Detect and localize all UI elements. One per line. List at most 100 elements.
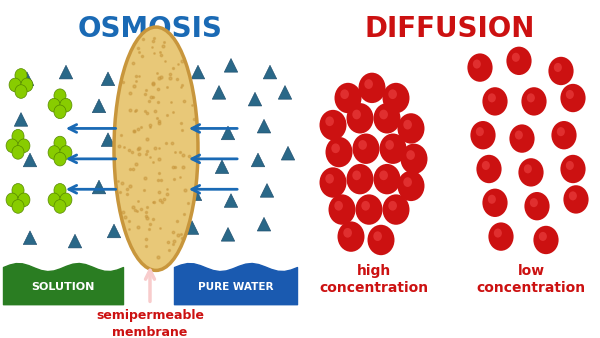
Circle shape bbox=[54, 136, 66, 150]
Circle shape bbox=[524, 164, 532, 173]
Circle shape bbox=[403, 120, 412, 129]
Text: DIFFUSION: DIFFUSION bbox=[365, 15, 535, 43]
Polygon shape bbox=[182, 153, 196, 167]
Circle shape bbox=[533, 226, 559, 254]
Circle shape bbox=[524, 192, 550, 220]
Polygon shape bbox=[101, 133, 115, 147]
Polygon shape bbox=[188, 187, 202, 201]
Polygon shape bbox=[92, 99, 106, 113]
Circle shape bbox=[335, 83, 361, 113]
Circle shape bbox=[352, 110, 361, 119]
Circle shape bbox=[476, 155, 502, 183]
Polygon shape bbox=[23, 231, 37, 245]
Circle shape bbox=[320, 110, 347, 140]
Polygon shape bbox=[263, 65, 277, 79]
Circle shape bbox=[470, 121, 496, 149]
Text: semipermeable
membrane: semipermeable membrane bbox=[96, 309, 204, 338]
Circle shape bbox=[557, 127, 565, 136]
Circle shape bbox=[467, 53, 493, 82]
Circle shape bbox=[401, 144, 427, 174]
Polygon shape bbox=[215, 160, 229, 174]
Polygon shape bbox=[185, 221, 199, 235]
Circle shape bbox=[482, 87, 508, 116]
Circle shape bbox=[566, 90, 574, 99]
Text: PURE WATER: PURE WATER bbox=[198, 282, 273, 292]
Circle shape bbox=[359, 73, 386, 103]
Circle shape bbox=[12, 184, 24, 197]
Circle shape bbox=[343, 228, 352, 238]
Circle shape bbox=[388, 89, 397, 99]
Polygon shape bbox=[20, 72, 34, 86]
Circle shape bbox=[373, 164, 401, 194]
Circle shape bbox=[12, 129, 24, 143]
Circle shape bbox=[373, 231, 382, 241]
Circle shape bbox=[518, 158, 544, 187]
Circle shape bbox=[60, 98, 72, 112]
Ellipse shape bbox=[114, 27, 198, 270]
Polygon shape bbox=[101, 72, 115, 86]
Circle shape bbox=[398, 171, 425, 201]
Circle shape bbox=[551, 121, 577, 149]
Circle shape bbox=[347, 164, 373, 194]
Circle shape bbox=[325, 174, 334, 184]
Circle shape bbox=[347, 103, 373, 134]
Polygon shape bbox=[179, 92, 193, 106]
Polygon shape bbox=[59, 65, 73, 79]
Polygon shape bbox=[107, 224, 121, 238]
Polygon shape bbox=[23, 153, 37, 167]
Polygon shape bbox=[14, 113, 28, 126]
Polygon shape bbox=[281, 146, 295, 160]
Polygon shape bbox=[257, 119, 271, 133]
Circle shape bbox=[355, 194, 383, 225]
Polygon shape bbox=[224, 194, 238, 207]
Circle shape bbox=[554, 63, 562, 72]
Polygon shape bbox=[221, 227, 235, 241]
Polygon shape bbox=[257, 217, 271, 231]
Circle shape bbox=[403, 177, 412, 187]
Circle shape bbox=[54, 184, 66, 197]
Circle shape bbox=[488, 93, 496, 102]
Circle shape bbox=[388, 201, 397, 211]
Circle shape bbox=[48, 98, 60, 112]
Circle shape bbox=[560, 155, 586, 183]
Text: SOLUTION: SOLUTION bbox=[31, 282, 95, 292]
Polygon shape bbox=[224, 58, 238, 72]
Circle shape bbox=[9, 78, 21, 92]
Circle shape bbox=[379, 170, 388, 180]
Circle shape bbox=[380, 134, 407, 164]
Circle shape bbox=[325, 137, 353, 167]
Circle shape bbox=[383, 194, 409, 225]
Circle shape bbox=[337, 221, 365, 252]
Circle shape bbox=[361, 201, 370, 211]
Circle shape bbox=[48, 193, 60, 207]
Polygon shape bbox=[68, 234, 82, 248]
Circle shape bbox=[54, 89, 66, 102]
Polygon shape bbox=[92, 180, 106, 194]
Text: low
concentration: low concentration bbox=[476, 264, 586, 295]
Polygon shape bbox=[212, 86, 226, 99]
Circle shape bbox=[48, 146, 60, 159]
Circle shape bbox=[398, 113, 425, 144]
Circle shape bbox=[494, 228, 502, 238]
Circle shape bbox=[6, 193, 18, 207]
Circle shape bbox=[15, 85, 27, 98]
Circle shape bbox=[488, 195, 496, 204]
Circle shape bbox=[373, 103, 401, 134]
Circle shape bbox=[325, 116, 334, 126]
Circle shape bbox=[60, 193, 72, 207]
Circle shape bbox=[12, 146, 24, 159]
Circle shape bbox=[379, 110, 388, 119]
Circle shape bbox=[563, 185, 589, 214]
Circle shape bbox=[320, 167, 347, 198]
Circle shape bbox=[353, 134, 380, 164]
Circle shape bbox=[488, 222, 514, 251]
Circle shape bbox=[509, 124, 535, 153]
Polygon shape bbox=[14, 190, 28, 204]
Circle shape bbox=[482, 161, 490, 170]
Polygon shape bbox=[260, 184, 274, 197]
Circle shape bbox=[539, 232, 547, 241]
Circle shape bbox=[548, 57, 574, 85]
Circle shape bbox=[521, 87, 547, 116]
Circle shape bbox=[482, 189, 508, 217]
Circle shape bbox=[527, 93, 535, 102]
